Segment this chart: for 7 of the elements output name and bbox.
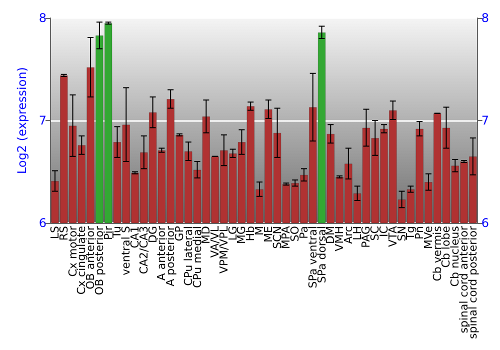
y-tick-label: 6 bbox=[38, 216, 47, 230]
y-tick-label: 8 bbox=[38, 11, 47, 25]
y2-tick-label: 6 bbox=[481, 216, 490, 230]
y-axis-title: Log2 (expression) bbox=[15, 67, 29, 174]
y2-tick-label: 8 bbox=[481, 11, 490, 25]
y2-tick-label: 7 bbox=[481, 114, 490, 128]
y-tick-label: 7 bbox=[38, 114, 47, 128]
